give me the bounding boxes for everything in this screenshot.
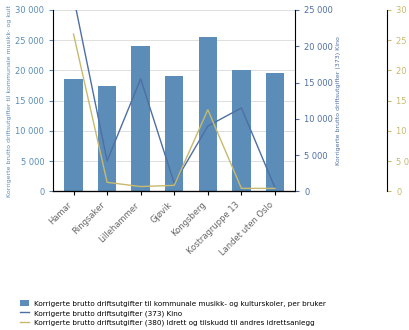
Bar xyxy=(64,80,83,191)
Bar xyxy=(164,77,183,191)
Korrigerte brutto driftsutgifter (373) Kino xyxy=(272,186,277,190)
Line: Korrigerte brutto driftsutgifter (373) Kino: Korrigerte brutto driftsutgifter (373) K… xyxy=(73,0,274,188)
Korrigerte brutto driftsutgifter (373) Kino xyxy=(171,182,176,185)
Legend: Korrigerte brutto driftsutgifter til kommunale musikk- og kulturskoler, per bruk: Korrigerte brutto driftsutgifter til kom… xyxy=(20,300,326,326)
Korrigerte brutto driftsutgifter (380) Idrett og tilskudd til andres idrettsanlegg xyxy=(104,181,109,184)
Bar xyxy=(131,46,150,191)
Korrigerte brutto driftsutgifter (380) Idrett og tilskudd til andres idrettsanlegg xyxy=(71,32,76,36)
Korrigerte brutto driftsutgifter (373) Kino xyxy=(138,77,143,81)
Korrigerte brutto driftsutgifter (380) Idrett og tilskudd til andres idrettsanlegg xyxy=(238,186,243,190)
Y-axis label: Korrigerte brutto driftsutgifter (373) Kino: Korrigerte brutto driftsutgifter (373) K… xyxy=(335,36,340,165)
Korrigerte brutto driftsutgifter (380) Idrett og tilskudd til andres idrettsanlegg xyxy=(138,184,143,188)
Korrigerte brutto driftsutgifter (373) Kino xyxy=(238,106,243,110)
Y-axis label: Korrigerte brutto driftsutgifter til kommunale musikk- og kult: Korrigerte brutto driftsutgifter til kom… xyxy=(7,5,12,197)
Korrigerte brutto driftsutgifter (380) Idrett og tilskudd til andres idrettsanlegg xyxy=(171,183,176,187)
Bar xyxy=(231,70,250,191)
Line: Korrigerte brutto driftsutgifter (380) Idrett og tilskudd til andres idrettsanlegg: Korrigerte brutto driftsutgifter (380) I… xyxy=(73,34,274,188)
Bar xyxy=(265,74,283,191)
Korrigerte brutto driftsutgifter (373) Kino xyxy=(104,159,109,163)
Korrigerte brutto driftsutgifter (373) Kino xyxy=(205,124,210,128)
Korrigerte brutto driftsutgifter (380) Idrett og tilskudd til andres idrettsanlegg xyxy=(205,108,210,112)
Bar xyxy=(198,37,216,191)
Korrigerte brutto driftsutgifter (380) Idrett og tilskudd til andres idrettsanlegg xyxy=(272,186,277,190)
Bar xyxy=(98,85,116,191)
